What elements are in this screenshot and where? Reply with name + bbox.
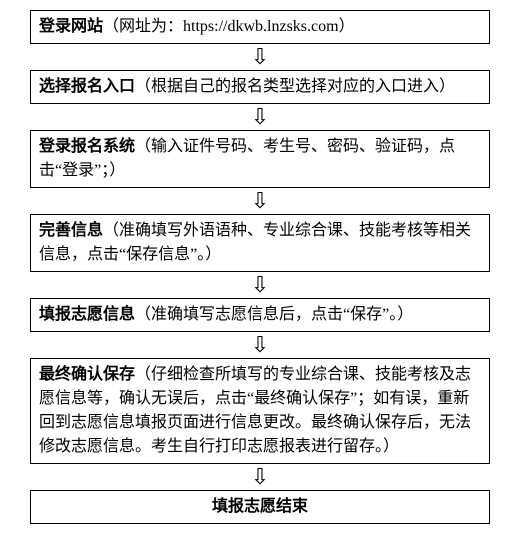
step-title: 登录网站 <box>39 18 103 35</box>
step-title: 完善信息 <box>39 222 103 239</box>
step-box-2: 选择报名入口（根据自己的报名类型选择对应的入口进入） <box>30 70 490 104</box>
step-box-5: 填报志愿信息（准确填写志愿信息后，点击“保存”。） <box>30 298 490 332</box>
step-box-6: 最终确认保存（仔细检查所填写的专业综合课、技能考核及志愿信息等，确认无误后，点击… <box>30 358 490 464</box>
step-box-1: 登录网站（网址为：https://dkwb.lnzsks.com） <box>30 10 490 44</box>
step-title: 选择报名入口 <box>39 78 135 95</box>
step-title: 填报志愿信息 <box>39 306 135 323</box>
step-title: 填报志愿结束 <box>212 498 308 515</box>
step-desc: （网址为：https://dkwb.lnzsks.com） <box>103 18 355 35</box>
down-arrow-icon: ⇩ <box>251 46 269 68</box>
step-box-4: 完善信息（准确填写外语语种、专业综合课、技能考核等相关信息，点击“保存信息”。） <box>30 214 490 272</box>
down-arrow-icon: ⇩ <box>251 106 269 128</box>
step-box-7: 填报志愿结束 <box>30 490 490 524</box>
down-arrow-icon: ⇩ <box>251 334 269 356</box>
step-desc: （根据自己的报名类型选择对应的入口进入） <box>135 78 455 95</box>
flowchart: 登录网站（网址为：https://dkwb.lnzsks.com） ⇩ 选择报名… <box>10 10 510 524</box>
step-box-3: 登录报名系统（输入证件号码、考生号、密码、验证码，点击“登录”；） <box>30 130 490 188</box>
down-arrow-icon: ⇩ <box>251 466 269 488</box>
step-title: 登录报名系统 <box>39 138 135 155</box>
step-desc: （准确填写志愿信息后，点击“保存”。） <box>135 306 413 323</box>
down-arrow-icon: ⇩ <box>251 190 269 212</box>
step-title: 最终确认保存 <box>39 366 135 383</box>
down-arrow-icon: ⇩ <box>251 274 269 296</box>
step-desc: （准确填写外语语种、专业综合课、技能考核等相关信息，点击“保存信息”。） <box>39 222 471 263</box>
